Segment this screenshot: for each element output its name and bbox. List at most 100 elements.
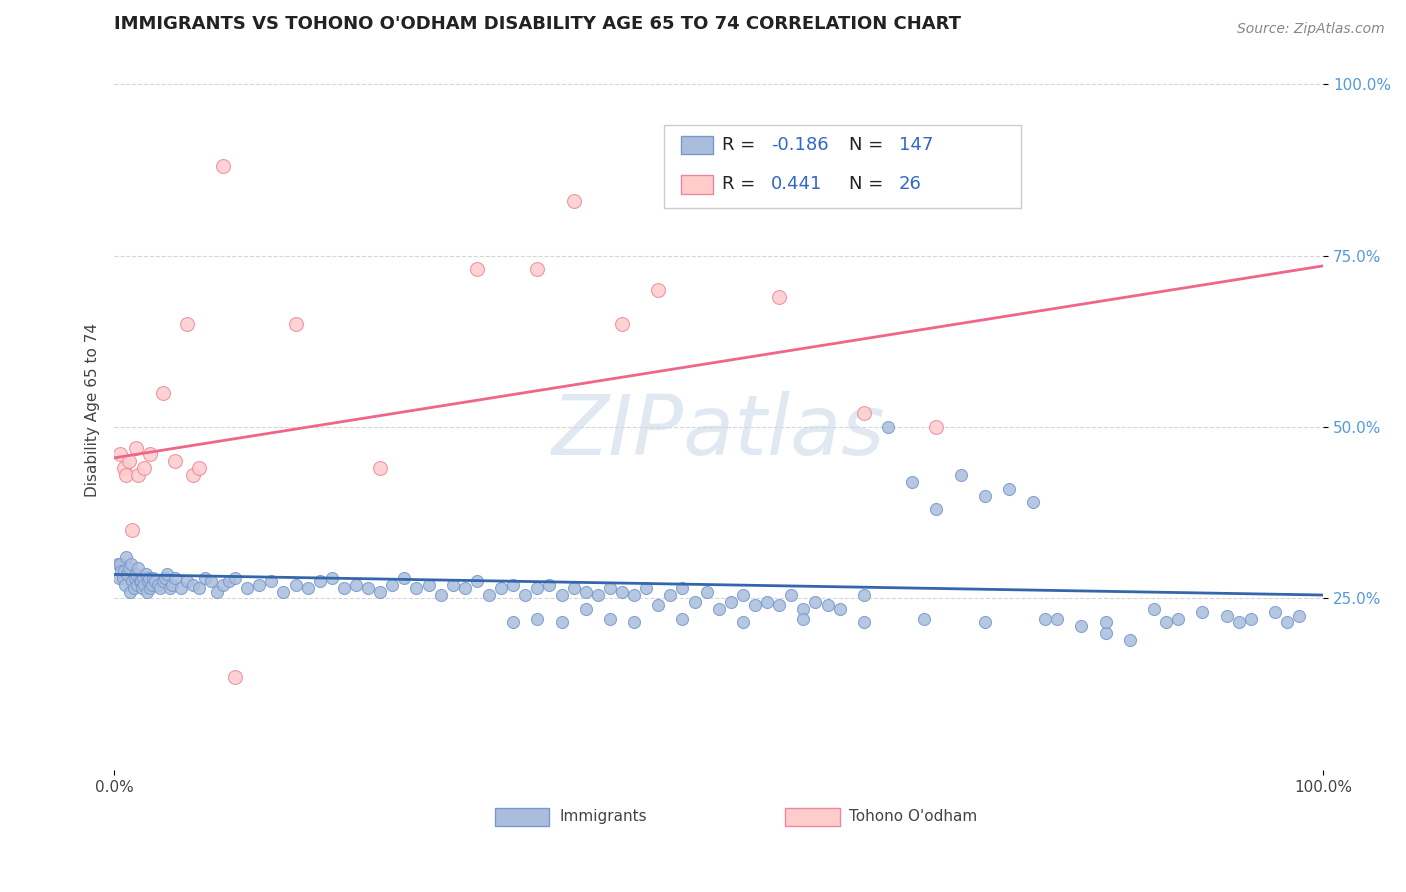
Point	[852, 406, 875, 420]
Text: -0.186: -0.186	[770, 136, 828, 154]
Point	[136, 574, 159, 589]
Point	[562, 581, 585, 595]
Text: N =: N =	[849, 176, 890, 194]
Point	[115, 468, 138, 483]
Point	[973, 489, 995, 503]
Point	[465, 262, 488, 277]
Point	[176, 317, 198, 331]
Point	[135, 584, 157, 599]
Point	[139, 447, 162, 461]
Text: 26: 26	[898, 176, 922, 194]
Point	[368, 584, 391, 599]
Point	[125, 441, 148, 455]
Point	[118, 560, 141, 574]
Point	[344, 578, 367, 592]
Point	[877, 420, 900, 434]
Point	[852, 588, 875, 602]
Point	[671, 581, 693, 595]
Point	[127, 560, 149, 574]
Point	[135, 567, 157, 582]
Point	[817, 599, 839, 613]
Point	[143, 574, 166, 589]
Point	[205, 584, 228, 599]
Point	[792, 601, 814, 615]
Bar	[682, 136, 713, 154]
Point	[998, 482, 1021, 496]
Point	[502, 578, 524, 592]
Point	[550, 615, 572, 630]
Point	[780, 588, 803, 602]
Point	[731, 588, 754, 602]
Point	[160, 578, 183, 592]
Point	[284, 578, 307, 592]
Point	[454, 581, 477, 595]
Point	[146, 578, 169, 592]
Point	[1119, 632, 1142, 647]
Point	[912, 612, 935, 626]
Point	[128, 574, 150, 589]
Point	[1275, 615, 1298, 630]
Point	[647, 599, 669, 613]
Point	[163, 571, 186, 585]
Point	[610, 317, 633, 331]
Point	[129, 574, 152, 589]
Point	[156, 567, 179, 582]
Point	[127, 468, 149, 483]
Point	[181, 468, 204, 483]
Point	[707, 601, 730, 615]
Point	[108, 571, 131, 585]
Point	[478, 588, 501, 602]
Point	[194, 571, 217, 585]
Point	[925, 502, 948, 516]
Point	[1191, 605, 1213, 619]
Point	[212, 160, 235, 174]
Point	[405, 581, 427, 595]
Text: Tohono O'odham: Tohono O'odham	[849, 809, 977, 824]
Point	[636, 581, 658, 595]
Point	[586, 588, 609, 602]
Point	[623, 615, 645, 630]
Point	[465, 574, 488, 589]
Point	[107, 557, 129, 571]
Point	[110, 447, 132, 461]
Point	[1215, 608, 1237, 623]
Point	[418, 578, 440, 592]
Point	[121, 574, 143, 589]
Point	[152, 385, 174, 400]
Point	[623, 588, 645, 602]
Point	[212, 578, 235, 592]
Point	[297, 581, 319, 595]
Point	[515, 588, 537, 602]
Text: Source: ZipAtlas.com: Source: ZipAtlas.com	[1237, 22, 1385, 37]
Point	[828, 601, 851, 615]
Point	[236, 581, 259, 595]
Text: ZIPatlas: ZIPatlas	[553, 391, 886, 472]
Point	[852, 615, 875, 630]
Point	[357, 581, 380, 595]
Point	[599, 612, 621, 626]
Point	[526, 581, 548, 595]
Point	[1094, 625, 1116, 640]
Point	[659, 588, 682, 602]
Point	[744, 599, 766, 613]
Text: IMMIGRANTS VS TOHONO O'ODHAM DISABILITY AGE 65 TO 74 CORRELATION CHART: IMMIGRANTS VS TOHONO O'ODHAM DISABILITY …	[114, 15, 962, 33]
Point	[122, 581, 145, 595]
Point	[124, 571, 146, 585]
Point	[141, 578, 163, 592]
Point	[1288, 608, 1310, 623]
Point	[647, 283, 669, 297]
Text: 0.441: 0.441	[770, 176, 823, 194]
Point	[187, 461, 209, 475]
FancyBboxPatch shape	[664, 126, 1021, 208]
FancyBboxPatch shape	[495, 808, 550, 826]
Point	[575, 601, 598, 615]
Point	[731, 615, 754, 630]
Point	[575, 584, 598, 599]
Point	[973, 615, 995, 630]
Text: R =: R =	[723, 136, 762, 154]
Point	[120, 557, 142, 571]
Point	[1240, 612, 1263, 626]
Point	[1167, 612, 1189, 626]
Point	[768, 290, 790, 304]
Point	[308, 574, 330, 589]
